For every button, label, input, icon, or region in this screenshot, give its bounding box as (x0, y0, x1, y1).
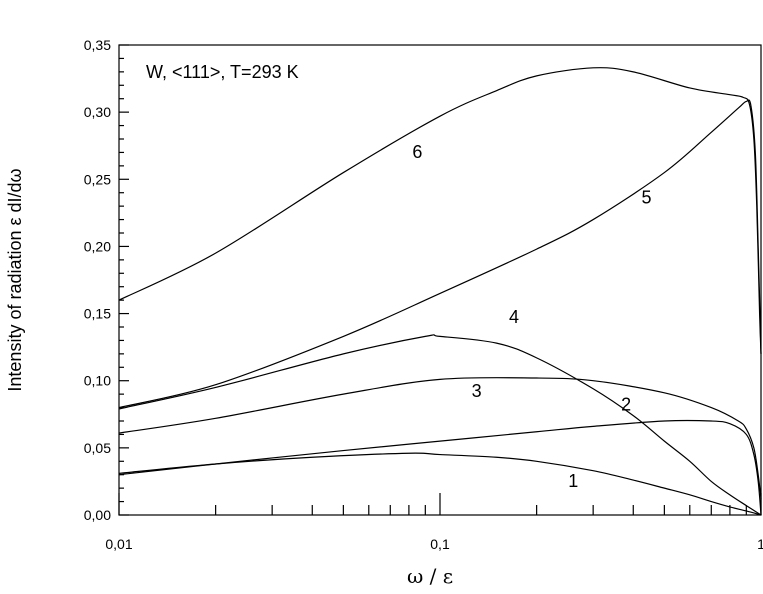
curve-label-3: 3 (472, 381, 482, 401)
y-tick-label: 0,10 (84, 373, 111, 389)
y-tick-label: 0,30 (84, 104, 111, 120)
y-tick-label: 0,20 (84, 238, 111, 254)
chart-annotation: W, <111>, T=293 K (146, 62, 299, 82)
series-line-2 (118, 419, 762, 516)
series-group (118, 67, 762, 516)
curve-label-2: 2 (621, 394, 631, 414)
series-line-4 (118, 334, 762, 516)
y-tick-label: 0,05 (84, 440, 111, 456)
series-line-6 (118, 67, 762, 354)
series-line-5 (118, 99, 762, 409)
x-tick-label: 0,01 (105, 536, 132, 552)
y-axis-title: Intensity of radiation ε dI/dω (5, 168, 25, 391)
y-tick-label: 0,00 (84, 507, 111, 523)
x-tick-label: 0,1 (430, 536, 450, 552)
y-tick-label: 0,25 (84, 171, 111, 187)
curve-label-5: 5 (642, 187, 652, 207)
tick-labels: 0,00 0,05 0,10 0,15 0,20 0,25 0,30 0,35 0,01 0,1 1 (84, 37, 763, 552)
curve-label-6: 6 (412, 142, 422, 162)
y-tick-label: 0,15 (84, 306, 111, 322)
series-line-1 (118, 452, 762, 516)
x-axis-title: ω / ε (407, 564, 453, 588)
curve-labels: 1 2 3 4 5 6 (412, 142, 651, 491)
curve-label-4: 4 (509, 307, 519, 327)
x-tick-label: 1 (757, 536, 763, 552)
y-tick-label: 0,35 (84, 37, 111, 53)
series-line-3 (118, 377, 762, 499)
curve-label-1: 1 (568, 471, 578, 491)
